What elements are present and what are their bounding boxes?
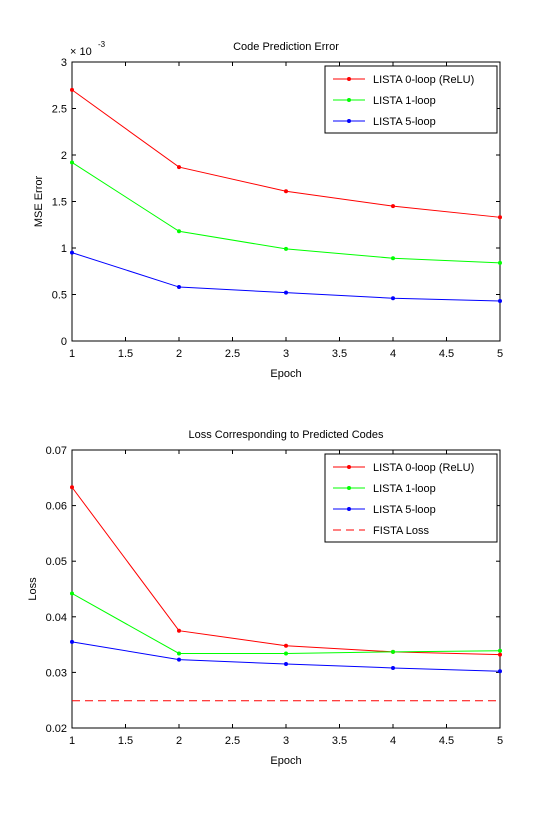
data-point	[177, 165, 181, 170]
legend-swatch-dot	[347, 486, 351, 490]
series-3	[70, 250, 502, 304]
y-axis-label: MSE Error	[33, 175, 45, 227]
data-point	[177, 657, 181, 662]
y-tick-label: 0.07	[46, 445, 67, 457]
x-tick-label: 5	[497, 348, 503, 360]
x-tick-label: 3.5	[332, 348, 347, 360]
legend-swatch-dot	[347, 77, 351, 81]
data-point	[284, 662, 288, 667]
data-point	[391, 204, 395, 209]
data-point	[498, 648, 502, 653]
legend-label: LISTA 1-loop	[373, 483, 436, 495]
legend-label: LISTA 0-loop (ReLU)	[373, 462, 474, 474]
x-tick-label: 3	[283, 348, 289, 360]
legend-box	[324, 453, 498, 543]
chart-title: Loss Corresponding to Predicted Codes	[188, 429, 384, 441]
x-tick-label: 5	[497, 735, 503, 747]
legend-label: LISTA 1-loop	[373, 95, 436, 107]
x-axis-label: Epoch	[270, 368, 301, 380]
data-point	[177, 229, 181, 234]
legend: LISTA 0-loop (ReLU) LISTA 1-loop LISTA 5-l…	[324, 65, 498, 134]
x-tick-label: 4	[390, 348, 396, 360]
legend-label: LISTA 0-loop (ReLU)	[373, 74, 474, 86]
series-2	[70, 160, 502, 265]
data-point	[498, 260, 502, 265]
data-point	[70, 591, 74, 596]
y-tick-label: 0.04	[46, 612, 67, 624]
y-tick-label: 0.06	[46, 501, 67, 513]
y-tick-label: 3	[61, 57, 67, 69]
legend-label: LISTA 5-loop	[373, 116, 436, 128]
data-point	[284, 246, 288, 251]
legend-swatch-dot	[347, 98, 351, 102]
y-exponent-power: -3	[98, 40, 106, 49]
x-tick-label: 4	[390, 735, 396, 747]
data-point	[70, 485, 74, 490]
data-point	[284, 189, 288, 194]
data-point	[498, 652, 502, 657]
x-tick-label: 2.5	[225, 735, 240, 747]
x-axis-label: Epoch	[270, 755, 301, 767]
y-tick-label: 0.03	[46, 667, 67, 679]
legend-label: LISTA 5-loop	[373, 504, 436, 516]
y-axis-label: Loss	[27, 577, 39, 601]
data-point	[177, 628, 181, 633]
data-point	[391, 296, 395, 301]
x-tick-label: 3	[283, 735, 289, 747]
x-tick-label: 4.5	[439, 735, 454, 747]
chart-2: Loss Corresponding to Predicted Codes 1 1.…	[27, 429, 503, 767]
series-1	[70, 87, 502, 220]
x-tick-label: 4.5	[439, 348, 454, 360]
data-point	[177, 651, 181, 656]
data-point	[177, 285, 181, 290]
legend-label: FISTA Loss	[373, 525, 430, 537]
data-point	[70, 250, 74, 255]
y-tick-label: 0.02	[46, 723, 67, 735]
series-2	[70, 591, 502, 656]
x-tick-label: 1.5	[118, 735, 133, 747]
data-point	[284, 290, 288, 295]
data-point	[498, 215, 502, 220]
data-point	[70, 87, 74, 92]
y-exponent-label: × 10	[70, 46, 92, 58]
data-point	[391, 665, 395, 670]
y-tick-label: 0.05	[46, 556, 67, 568]
x-tick-label: 2	[176, 735, 182, 747]
data-point	[391, 649, 395, 654]
x-tick-label: 2	[176, 348, 182, 360]
chart-title: Code Prediction Error	[233, 41, 339, 53]
series-1	[70, 485, 502, 657]
legend-swatch-dot	[347, 119, 351, 123]
data-point	[70, 639, 74, 644]
y-tick-label: 1	[61, 243, 67, 255]
x-tick-label: 1	[69, 735, 75, 747]
legend-swatch-dot	[347, 465, 351, 469]
data-point	[498, 669, 502, 674]
data-point	[284, 643, 288, 648]
legend-swatch-dot	[347, 507, 351, 511]
legend: LISTA 0-loop (ReLU) LISTA 1-loop LISTA 5-l…	[324, 453, 498, 543]
data-point	[70, 160, 74, 165]
y-tick-label: 2.5	[52, 104, 67, 116]
y-tick-label: 0.5	[52, 290, 67, 302]
chart-1: Code Prediction Error 1 1.5 2 2.5 3 3.5 4 4.5 5 0 0…	[33, 40, 503, 380]
data-point	[284, 651, 288, 656]
series-3	[70, 639, 502, 674]
y-tick-label: 2	[61, 150, 67, 162]
x-tick-label: 2.5	[225, 348, 240, 360]
data-point	[391, 256, 395, 261]
x-tick-label: 1.5	[118, 348, 133, 360]
y-tick-label: 1.5	[52, 197, 67, 209]
x-tick-label: 1	[69, 348, 75, 360]
x-tick-label: 3.5	[332, 735, 347, 747]
data-point	[498, 299, 502, 304]
y-tick-label: 0	[61, 336, 67, 348]
